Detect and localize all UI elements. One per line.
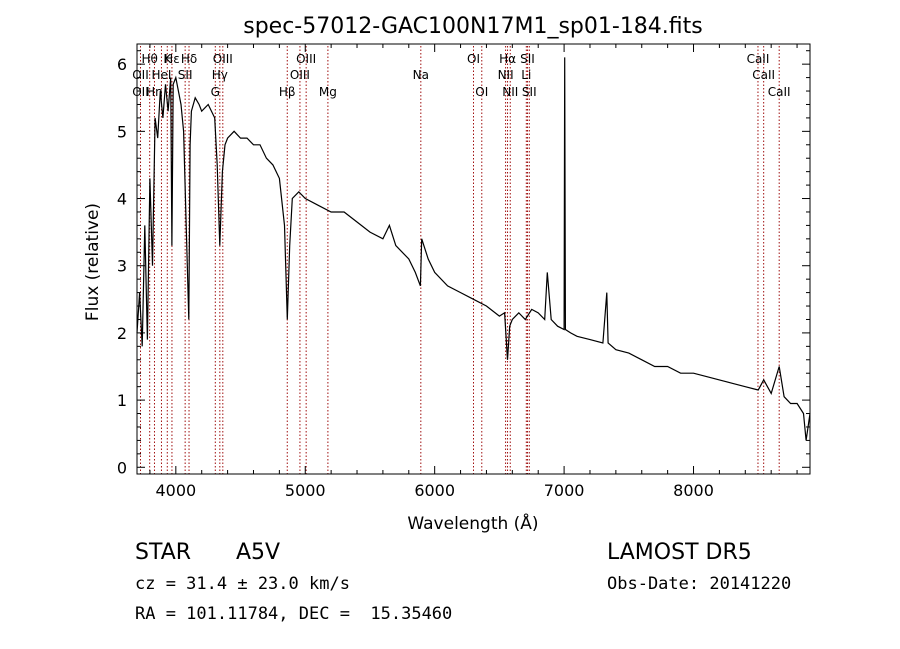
chart-title: spec-57012-GAC100N17M1_sp01-184.fits xyxy=(243,14,703,39)
axis-ticks xyxy=(137,44,810,474)
x-tick-label: 7000 xyxy=(544,481,585,500)
spectral-line-labels: Hε OII OII Hθ Hη HeI K SII Hδ OIII Hγ G Hβ OIII OIII Mg… xyxy=(132,52,790,99)
x-tick-label: 4000 xyxy=(155,481,196,500)
spectral-line-label: Hδ xyxy=(181,52,197,66)
spectral-line-label: SII xyxy=(522,85,537,99)
spectral-line-label: SII xyxy=(520,52,535,66)
spectral-line-label: K xyxy=(163,52,172,66)
spectral-line-label: OI xyxy=(475,85,488,99)
spectral-line-markers xyxy=(139,46,780,474)
y-tick-label: 3 xyxy=(117,257,127,276)
spectral-subclass-label: A5V xyxy=(236,540,281,565)
y-axis-label: Flux (relative) xyxy=(83,203,103,321)
y-tick-label: 1 xyxy=(117,391,127,410)
x-axis-label: Wavelength (Å) xyxy=(407,512,538,534)
spectral-line-label: Hη xyxy=(146,85,163,99)
spectral-line-label: NII xyxy=(498,68,514,82)
x-tick-label: 8000 xyxy=(673,481,714,500)
spectral-line-label: G xyxy=(211,85,220,99)
spectral-line-label: CaII xyxy=(747,52,770,66)
spectral-line-label: Hβ xyxy=(279,85,296,99)
spectral-line-label: NII xyxy=(502,85,518,99)
redshift-cz-text: cz = 31.4 ± 23.0 km/s xyxy=(135,574,350,594)
spectral-line-label: OIII xyxy=(296,52,316,66)
coordinates-text: RA = 101.11784, DEC = 15.35460 xyxy=(135,604,453,624)
spectral-line-label: Li xyxy=(521,68,531,82)
object-class-label: STAR xyxy=(135,540,192,565)
spectral-line-label: OIII xyxy=(213,52,233,66)
spectral-line-label: Hε xyxy=(164,52,180,66)
spectral-line-label: CaII xyxy=(752,68,775,82)
spectral-line-label: Na xyxy=(413,68,429,82)
spectral-line-label: OIII xyxy=(290,68,310,82)
x-tick-label: 6000 xyxy=(414,481,455,500)
spectral-line-label: Hα xyxy=(499,52,516,66)
spectral-line-label: HeI xyxy=(151,68,171,82)
flux-series-line xyxy=(136,57,811,441)
observation-date-text: Obs-Date: 20141220 xyxy=(607,574,792,594)
spectral-line-label: Hθ xyxy=(141,52,157,66)
y-tick-label: 5 xyxy=(117,122,127,141)
x-tick-label: 5000 xyxy=(285,481,326,500)
y-tick-label: 2 xyxy=(117,324,127,343)
spectral-line-label: OI xyxy=(467,52,480,66)
y-tick-label: 4 xyxy=(117,190,127,209)
plot-frame xyxy=(136,43,811,475)
spectral-line-label: CaII xyxy=(768,85,791,99)
spectral-line-label: Mg xyxy=(319,85,337,99)
axis-tick-labels: 4000 5000 6000 7000 8000 0 1 2 3 4 5 6 xyxy=(117,55,714,500)
spectral-line-label: OII xyxy=(132,68,149,82)
spectral-line-label: OII xyxy=(132,85,149,99)
spectral-line-label: Hγ xyxy=(212,68,228,82)
spectral-line-label: SII xyxy=(178,68,193,82)
y-tick-label: 0 xyxy=(117,458,127,477)
y-tick-label: 6 xyxy=(117,55,127,74)
survey-label: LAMOST DR5 xyxy=(607,540,752,565)
